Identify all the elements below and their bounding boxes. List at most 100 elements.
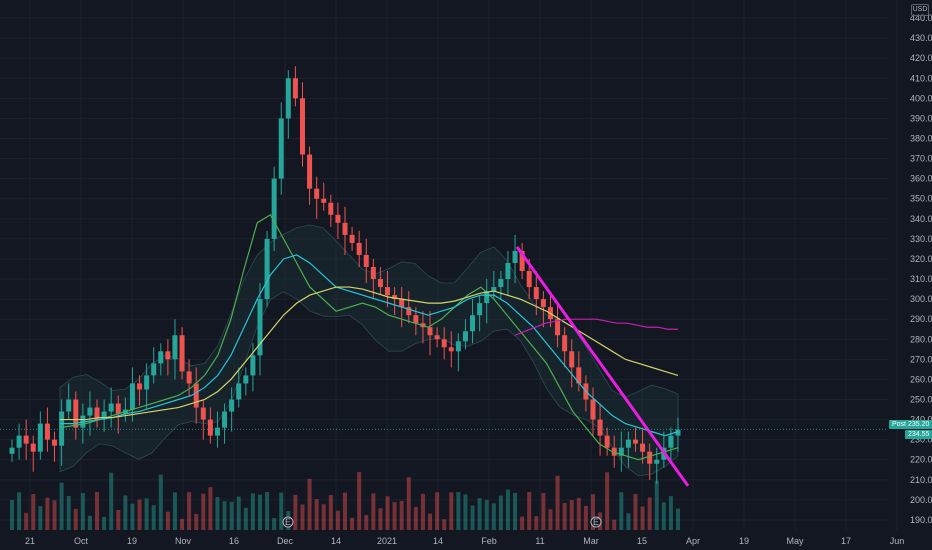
x-tick-label: 21 [25,536,35,546]
candle-body [477,303,483,316]
volume-bar [87,515,92,530]
candle-body [342,222,348,235]
candle-body [23,435,29,444]
volume-bar [520,516,525,530]
y-tick-label: 220.00 [910,455,932,465]
candle-body [321,198,327,203]
volume-bar [328,495,333,530]
volume-bar [647,497,652,530]
candle-body [94,407,100,420]
candle-body [470,315,476,332]
volume-bar [293,494,298,530]
volume-bar [456,492,461,530]
volume-bar [548,509,553,530]
candle-body [505,262,511,280]
candle-body [640,443,646,452]
volume-bar [95,492,100,530]
volume-bar [640,506,645,530]
volume-bar [151,505,156,530]
candle-body [151,363,157,376]
candle-body [363,254,369,267]
candle-body [328,202,334,215]
volume-bar [66,495,71,530]
candle-body [590,399,596,420]
candle-body [654,459,660,464]
y-tick-label: 230.00 [910,435,932,445]
candle-body [129,383,135,410]
volume-bar [484,499,489,530]
candle-body [427,327,433,336]
post-market-label: Post [892,421,907,429]
volume-bar [350,517,355,530]
y-tick-label: 290.00 [910,314,932,324]
bollinger-band [59,224,679,477]
volume-bar [534,516,539,530]
volume-bar [590,494,595,530]
volume-bar [477,498,482,530]
candle-body [66,399,72,412]
candle-body [207,419,213,436]
candle-body [377,279,383,288]
volume-bar [378,508,383,530]
x-tick-label: 19 [127,536,137,546]
volume-bar [272,518,277,530]
candle-body [562,335,568,352]
volume-bar [73,508,78,530]
x-tick-label: 14 [331,536,341,546]
volume-bar [194,513,199,530]
ma-very-long-line [514,318,678,336]
y-tick-label: 340.00 [910,214,932,224]
volume-bar [52,500,57,530]
volume-bar [314,499,319,530]
candle-body [462,331,468,342]
volume-bar [335,510,340,530]
candle-body [406,307,412,316]
candle-body [385,287,391,296]
volume-bar [491,503,496,530]
candle-body [399,299,405,308]
volume-bar [215,496,220,530]
y-tick-label: 190.00 [910,515,932,525]
candle-body [30,443,36,452]
volume-bar [300,504,305,530]
currency-badge[interactable]: USD [911,4,929,16]
candle-body [647,451,653,464]
candle-body [257,299,263,356]
volume-bar [109,472,114,530]
volume-bar [130,503,135,530]
volume-bar [243,507,248,530]
x-tick-label: Nov [175,536,192,546]
candle-body [186,371,192,384]
y-tick-label: 370.00 [910,154,932,164]
candle-body [455,341,461,352]
volume-bar [661,502,666,530]
candle-body [448,347,454,352]
x-tick-label: Mar [583,536,599,546]
volume-bar [144,498,149,530]
candle-body [271,178,277,239]
candle-body [569,351,575,368]
volume-bar [541,492,546,530]
x-tick-label: Feb [481,536,497,546]
x-tick-label: 17 [841,536,851,546]
volume-bar [80,493,85,530]
volume-bar [24,512,29,530]
volume-bar [265,492,270,530]
volume-bar [59,482,64,530]
volume-bar [420,493,425,530]
candle-body [540,299,546,308]
x-tick-label: Jun [890,536,905,546]
candle-body [243,375,249,384]
volume-bar [413,506,418,530]
volume-bar [123,495,128,530]
y-tick-label: 390.00 [910,113,932,123]
volume-bar [236,496,241,530]
candle-body [137,383,143,390]
candle-body [526,271,532,288]
candle-body [236,383,242,400]
volume-bar [555,475,560,530]
candle-body [370,266,376,280]
earnings-marker-label: E [593,517,599,527]
candle-body [618,447,624,456]
